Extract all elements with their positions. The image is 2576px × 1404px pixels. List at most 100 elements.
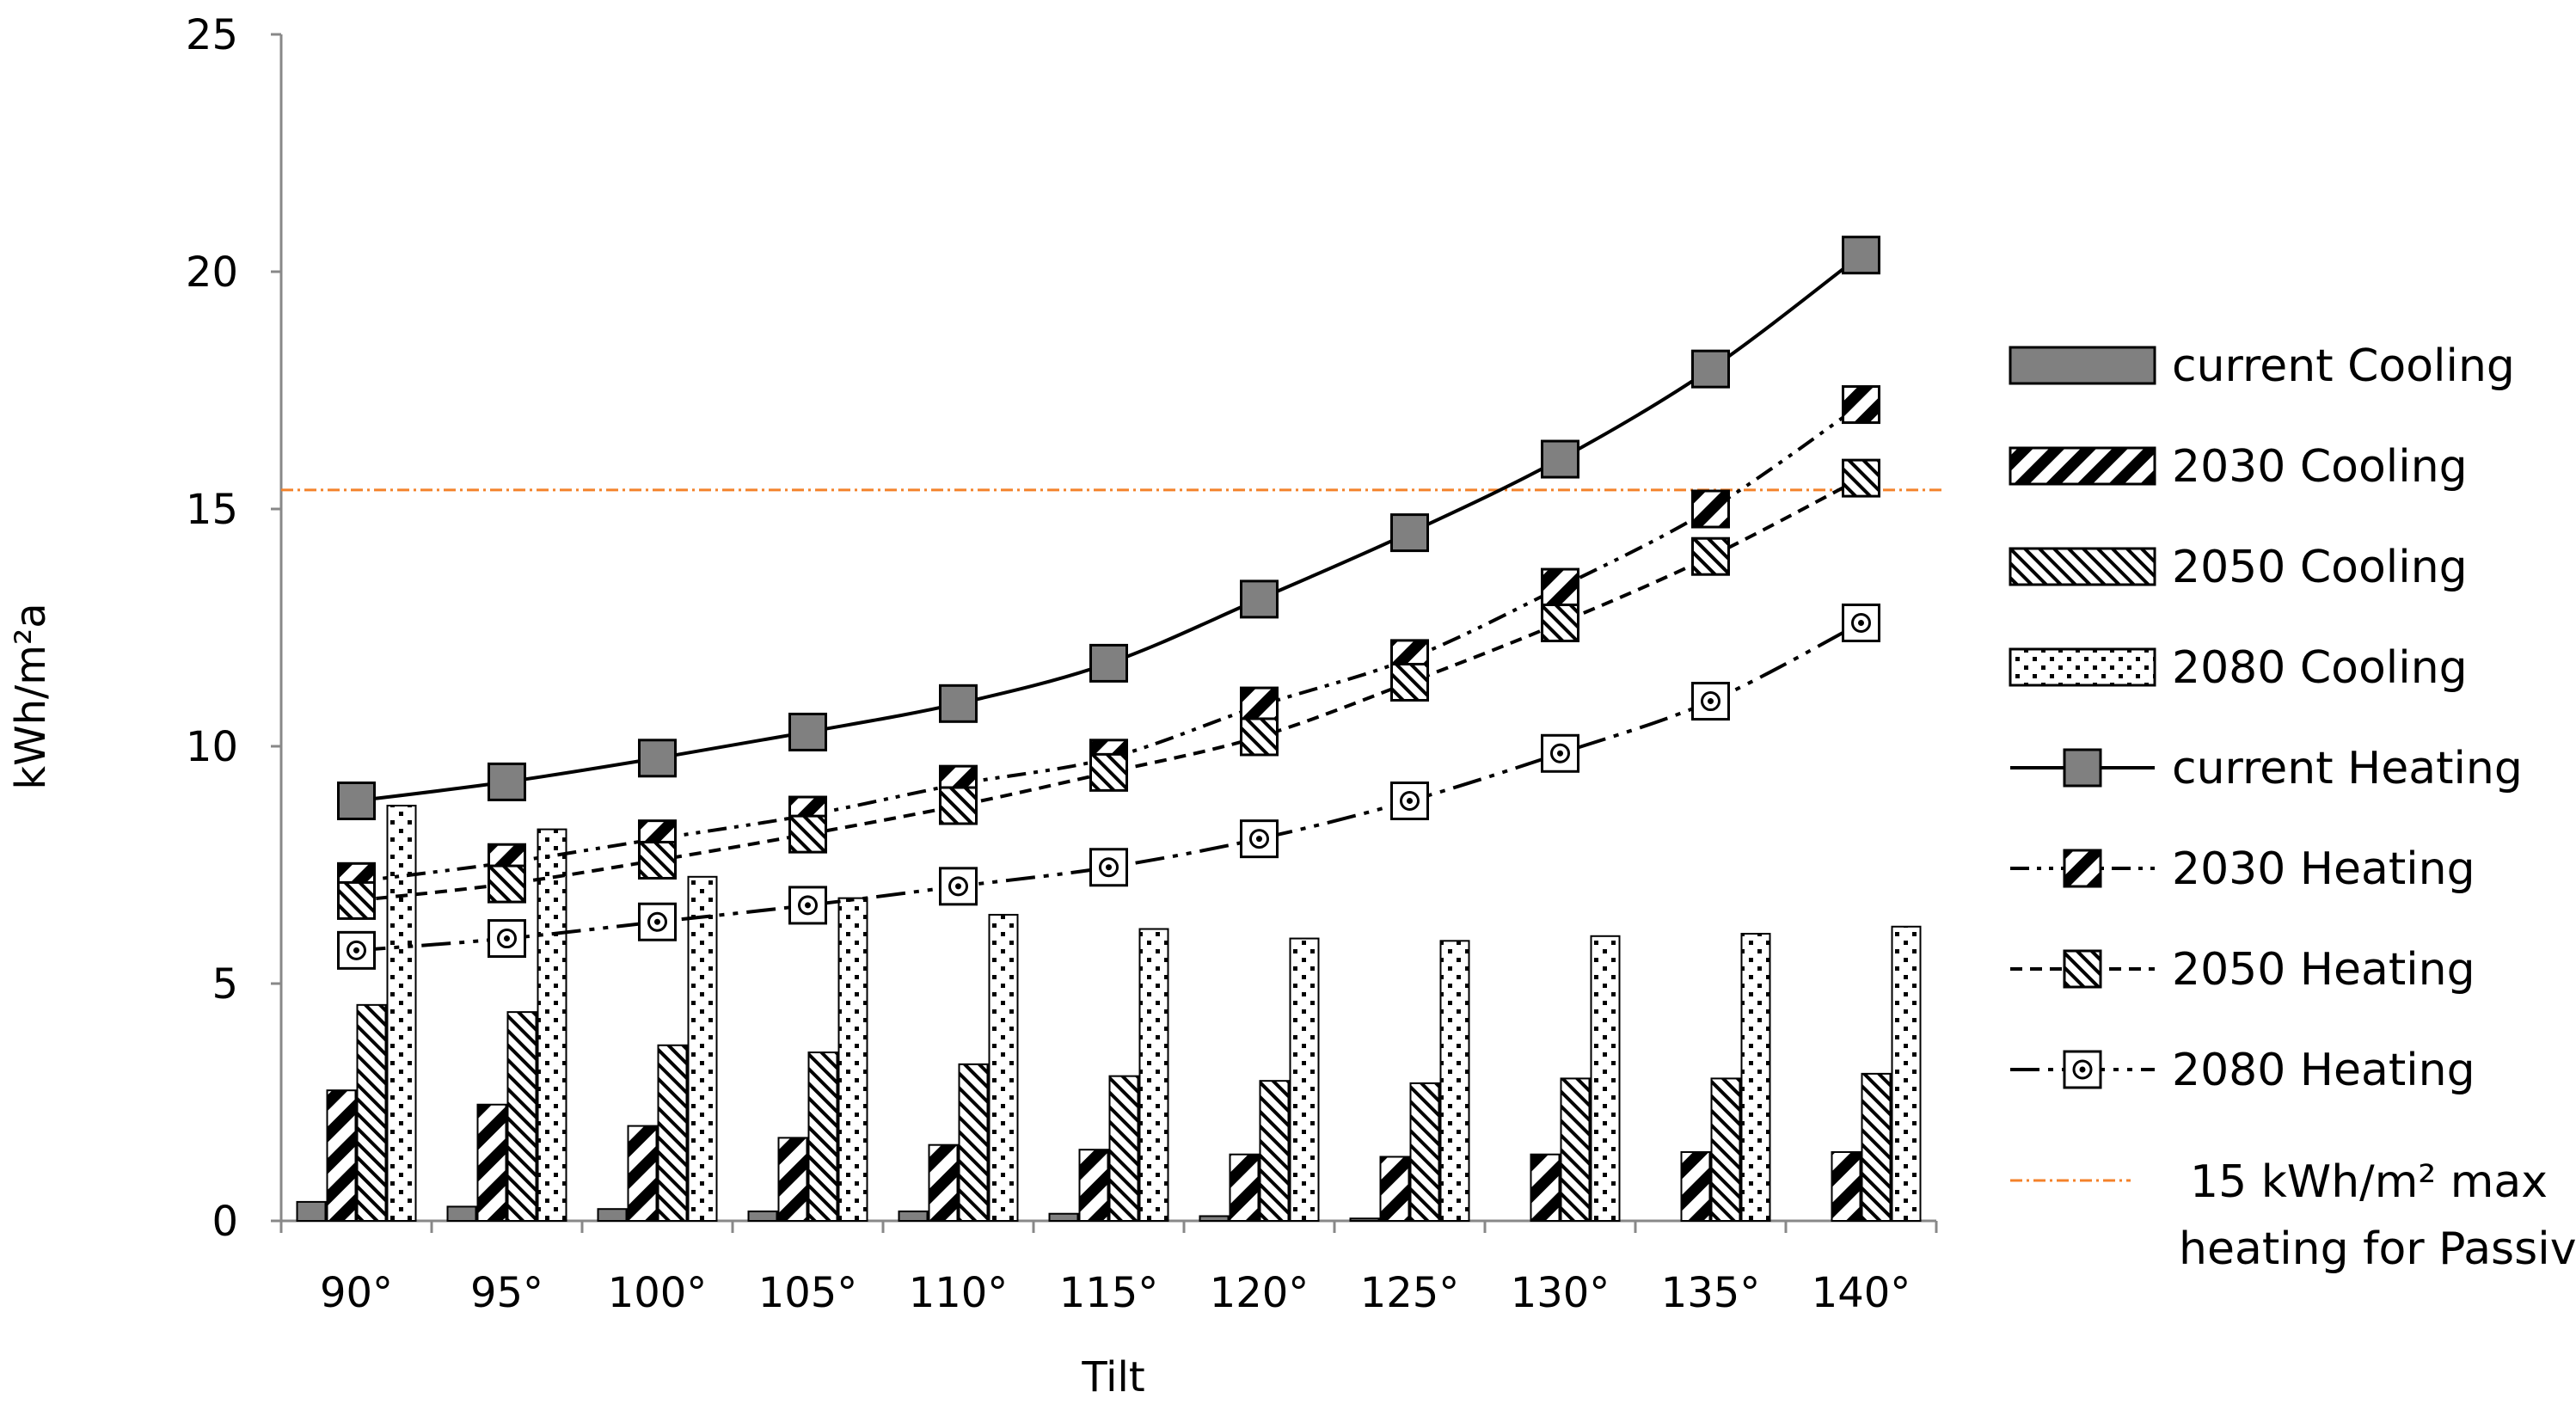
bar bbox=[1891, 925, 1922, 1222]
marker-ring bbox=[647, 911, 667, 932]
legend-marker bbox=[2063, 949, 2102, 989]
reference-legend: 15 kWh/m² max heating for Passivhaus bbox=[2010, 1156, 2576, 1275]
legend-label: current Cooling bbox=[2172, 340, 2515, 392]
bar bbox=[1439, 940, 1470, 1222]
series-line bbox=[356, 476, 1862, 903]
marker-dot bbox=[504, 935, 510, 942]
marker-shape bbox=[1842, 603, 1880, 642]
bar bbox=[807, 1051, 838, 1223]
bar bbox=[1349, 1217, 1380, 1222]
x-tick-label: 130° bbox=[1511, 1269, 1610, 1317]
line-marker bbox=[1541, 439, 1579, 479]
marker-shape bbox=[1541, 567, 1579, 607]
marker-ring bbox=[1249, 829, 1269, 849]
y-axis-ticks: 0 5 10 15 20 25 bbox=[186, 11, 281, 1246]
line-marker bbox=[1240, 579, 1279, 619]
bar bbox=[1409, 1082, 1440, 1223]
marker-dot bbox=[1557, 750, 1563, 757]
x-tick-label: 105° bbox=[758, 1269, 858, 1317]
bar bbox=[1590, 935, 1621, 1223]
marker-dot bbox=[1407, 797, 1413, 804]
y-tick-label: 20 bbox=[186, 248, 238, 297]
legend: current Cooling 2030 Cooling 2050 Cooling 2… bbox=[2009, 340, 2523, 1096]
marker-shape bbox=[1240, 717, 1279, 757]
legend-label: current Heating bbox=[2172, 743, 2523, 794]
marker-shape bbox=[788, 712, 827, 751]
bar bbox=[1259, 1080, 1290, 1223]
line-marker bbox=[1089, 752, 1128, 792]
series-line bbox=[356, 402, 1862, 884]
bar bbox=[958, 1063, 989, 1222]
marker-shape bbox=[1691, 349, 1730, 389]
line-marker bbox=[1842, 458, 1880, 498]
line-marker bbox=[337, 880, 376, 920]
line-marker bbox=[1541, 603, 1579, 642]
bar bbox=[747, 1210, 778, 1222]
reference-legend-label-line1: 15 kWh/m² max bbox=[2190, 1156, 2548, 1208]
bar bbox=[597, 1208, 628, 1222]
marker-shape bbox=[1390, 513, 1429, 553]
line-marker bbox=[788, 712, 827, 751]
legend-label: 2080 Cooling bbox=[2172, 642, 2468, 694]
marker-shape bbox=[939, 786, 978, 825]
line-marker bbox=[1240, 717, 1279, 757]
marker-ring bbox=[948, 876, 968, 897]
marker-shape bbox=[1089, 752, 1128, 792]
line-marker bbox=[1541, 733, 1579, 773]
marker-ring bbox=[497, 929, 517, 949]
line-marker bbox=[939, 867, 978, 906]
line-marker bbox=[1842, 385, 1880, 425]
marker-shape bbox=[337, 880, 376, 920]
bar bbox=[898, 1210, 929, 1222]
y-axis-title-wrap: kWh/m²a bbox=[7, 603, 55, 789]
marker-dot bbox=[1858, 619, 1864, 626]
line-marker bbox=[1691, 682, 1730, 721]
bar bbox=[1530, 1153, 1561, 1222]
marker-shape bbox=[638, 840, 677, 880]
reference-legend-label-line2: heating for Passivhaus bbox=[2179, 1223, 2576, 1275]
marker-dot bbox=[1708, 698, 1714, 705]
marker-dot bbox=[955, 883, 961, 890]
legend-label: 2050 Cooling bbox=[2172, 542, 2468, 593]
x-tick-label: 125° bbox=[1360, 1269, 1460, 1317]
bar bbox=[1078, 1149, 1109, 1222]
marker-shape bbox=[1842, 236, 1880, 275]
bar bbox=[1199, 1215, 1230, 1222]
marker-dot bbox=[1256, 836, 1262, 843]
legend-swatch bbox=[2009, 446, 2156, 486]
line-marker bbox=[1691, 489, 1730, 529]
marker-shape bbox=[488, 762, 526, 801]
marker-dot bbox=[353, 947, 359, 953]
bar bbox=[537, 828, 567, 1222]
bar bbox=[928, 1143, 959, 1223]
line-marker bbox=[788, 886, 827, 925]
bar-group bbox=[296, 805, 1922, 1223]
line-marker bbox=[1390, 662, 1429, 702]
marker-shape bbox=[2063, 949, 2102, 989]
marker-shape bbox=[1842, 458, 1880, 498]
x-tick-label: 110° bbox=[909, 1269, 1009, 1317]
bar bbox=[657, 1044, 688, 1223]
marker-shape bbox=[788, 814, 827, 854]
bar bbox=[1861, 1072, 1892, 1222]
marker-shape bbox=[638, 739, 677, 778]
bar bbox=[1831, 1150, 1861, 1222]
legend-swatch bbox=[2009, 346, 2156, 385]
x-tick-label: 90° bbox=[320, 1269, 393, 1317]
legend-marker bbox=[2063, 1050, 2102, 1089]
bar bbox=[627, 1125, 658, 1222]
line-group bbox=[356, 254, 1862, 953]
y-axis-title: kWh/m²a bbox=[7, 603, 55, 789]
bar bbox=[1048, 1212, 1079, 1222]
marker-ring bbox=[1550, 743, 1570, 763]
marker-shape bbox=[939, 684, 978, 723]
marker-ring bbox=[1701, 691, 1720, 712]
marker-shape bbox=[1541, 603, 1579, 642]
bar bbox=[476, 1103, 507, 1223]
bar bbox=[296, 1200, 327, 1223]
line-marker bbox=[1089, 643, 1128, 683]
line-marker bbox=[488, 864, 526, 904]
x-tick-label: 115° bbox=[1059, 1269, 1159, 1317]
bar bbox=[506, 1011, 537, 1222]
